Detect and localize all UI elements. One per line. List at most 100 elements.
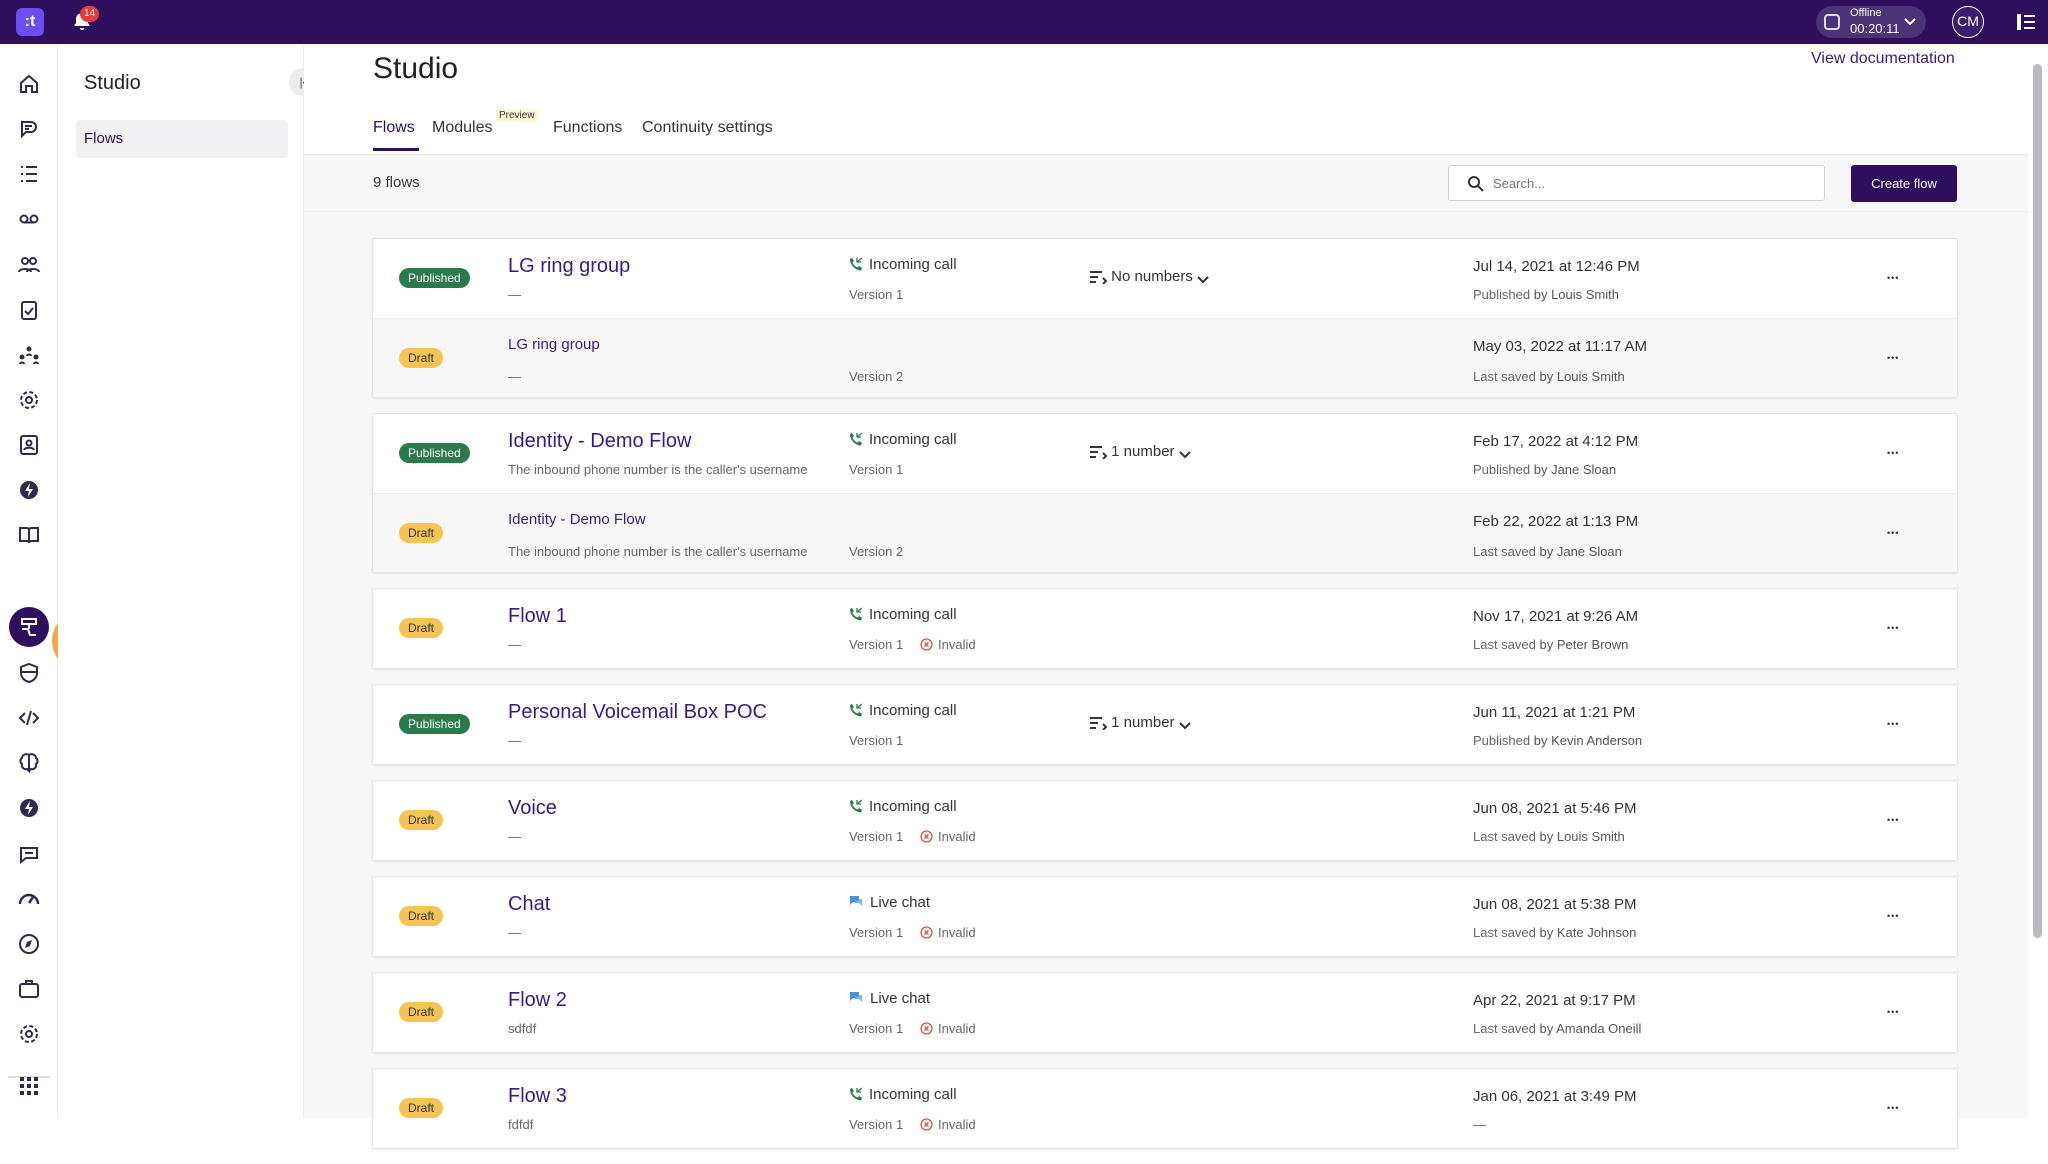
flow-version: Version 1 [849, 1021, 904, 1036]
status-square-icon [1824, 14, 1840, 30]
flow-row[interactable]: Draft Chat — Live chat Version 1 Invalid Jun 0… [373, 877, 1957, 956]
number-list-icon [1090, 717, 1108, 731]
search-input[interactable] [1493, 172, 1813, 194]
settings-icon[interactable] [17, 1022, 41, 1046]
more-options-icon[interactable]: ••• [1887, 528, 1900, 538]
more-options-icon[interactable]: ••• [1887, 719, 1900, 729]
more-options-icon[interactable]: ••• [1887, 623, 1900, 633]
more-options-icon[interactable]: ••• [1887, 1007, 1900, 1017]
icon-rail: 1 [0, 44, 112, 1118]
channel-type: Incoming call [849, 1086, 957, 1103]
side-panel-icon[interactable] [2016, 12, 2036, 32]
lightning-icon[interactable] [17, 796, 41, 820]
view-documentation-link[interactable]: View documentation [1811, 50, 1955, 67]
studio-flow-icon[interactable] [17, 615, 41, 639]
app-logo[interactable]: :t [16, 8, 44, 36]
more-options-icon[interactable]: ••• [1887, 353, 1900, 363]
flow-version: Version 2 [849, 544, 904, 559]
create-flow-button[interactable]: Create flow [1851, 165, 1957, 202]
chat-bubble-icon[interactable] [17, 842, 41, 866]
preview-badge: Preview [496, 109, 538, 122]
speech-icon[interactable] [17, 117, 41, 141]
more-options-icon[interactable]: ••• [1887, 448, 1900, 458]
home-icon[interactable] [17, 72, 41, 96]
tab-flows[interactable]: Flows [373, 119, 415, 136]
numbers-dropdown[interactable]: 1 number [1089, 714, 1191, 731]
status-badge: Draft [399, 523, 444, 543]
compass-icon[interactable] [17, 932, 41, 956]
chevron-down-icon [1904, 18, 1916, 26]
invalid-status: Invalid [920, 829, 976, 844]
contacts-icon[interactable] [17, 433, 41, 457]
people-network-icon[interactable] [17, 343, 41, 367]
more-options-icon[interactable]: ••• [1887, 911, 1900, 921]
apps-grid-icon[interactable] [17, 1074, 41, 1098]
flow-name-link[interactable]: Identity - Demo Flow [508, 511, 646, 528]
flow-description: — [508, 287, 521, 302]
flow-row[interactable]: Draft Flow 1 — Incoming call Version 1 Invali… [373, 589, 1957, 668]
more-options-icon[interactable]: ••• [1887, 1103, 1900, 1113]
list-icon[interactable] [17, 162, 41, 186]
flow-draft-row[interactable]: Draft LG ring group — Version 2 May 03, 2022… [373, 318, 1957, 397]
code-icon[interactable] [17, 706, 41, 730]
sidebar-title: Studio [84, 72, 141, 94]
team-icon[interactable] [17, 253, 41, 277]
flow-count: 9 flows [373, 174, 420, 191]
flow-name-link[interactable]: Flow 2 [508, 989, 567, 1011]
phone-incoming-icon [850, 432, 863, 446]
channel-type: Incoming call [849, 606, 957, 623]
flow-name-link[interactable]: Flow 1 [508, 605, 567, 627]
invalid-status: Invalid [920, 1021, 976, 1036]
flow-name-link[interactable]: LG ring group [508, 336, 600, 353]
lightning-icon[interactable] [17, 478, 41, 502]
clipboard-icon[interactable] [17, 298, 41, 322]
flow-row[interactable]: Draft Voice — Incoming call Version 1 Invalid… [373, 781, 1957, 860]
more-options-icon[interactable]: ••• [1887, 815, 1900, 825]
saved-by-name: by Kevin Anderson [1533, 733, 1643, 748]
gauge-icon[interactable] [17, 887, 41, 911]
flow-row[interactable]: Published Identity - Demo Flow The inbound… [373, 414, 1957, 493]
phone-incoming-icon [850, 257, 863, 271]
scrollbar-thumb[interactable] [2033, 64, 2042, 938]
flow-name-link[interactable]: Identity - Demo Flow [508, 430, 692, 452]
flow-draft-row[interactable]: Draft Identity - Demo Flow The inbound pho… [373, 493, 1957, 572]
flow-row[interactable]: Published LG ring group — Incoming call Vers… [373, 239, 1957, 318]
flow-name-link[interactable]: Flow 3 [508, 1085, 567, 1107]
flow-name-link[interactable]: Chat [508, 893, 551, 915]
notification-count-badge: 14 [80, 6, 99, 22]
user-avatar[interactable]: CM [1952, 6, 1984, 38]
flow-version: Version 1 [849, 637, 904, 652]
search-box[interactable] [1448, 165, 1825, 201]
live-chat-icon [850, 992, 862, 1002]
tab-functions[interactable]: Functions [553, 119, 623, 136]
numbers-dropdown[interactable]: 1 number [1089, 443, 1191, 460]
numbers-dropdown[interactable]: No numbers [1089, 268, 1209, 285]
channel-label: Incoming call [869, 256, 957, 273]
voicemail-icon[interactable] [17, 207, 41, 231]
flow-name-link[interactable]: Personal Voicemail Box POC [508, 701, 768, 723]
flow-description: The inbound phone number is the caller's… [508, 462, 808, 477]
tab-continuity-settings[interactable]: Continuity settings [642, 119, 773, 136]
flow-row[interactable]: Draft Flow 2 sdfdf Live chat Version 1 Invali… [373, 973, 1957, 1052]
top-bar: :t 14 Offline 00:20:11 CM [0, 0, 2048, 44]
briefcase-icon[interactable] [17, 977, 41, 1001]
brain-icon[interactable] [17, 751, 41, 775]
channel-label: Incoming call [869, 606, 957, 623]
agent-status-toggle[interactable]: Offline 00:20:11 [1816, 6, 1926, 38]
shield-icon[interactable] [17, 661, 41, 685]
flow-row[interactable]: Published Personal Voicemail Box POC — Inco… [373, 685, 1957, 764]
more-options-icon[interactable]: ••• [1887, 273, 1900, 283]
flow-version: Version 1 [849, 462, 904, 477]
flow-description: — [508, 369, 521, 384]
status-badge: Draft [399, 810, 444, 830]
flow-name-link[interactable]: Voice [508, 797, 557, 819]
flow-date: May 03, 2022 at 11:17 AM [1473, 338, 1648, 355]
book-icon[interactable] [17, 523, 41, 547]
flow-row[interactable]: Draft Flow 3 fdfdf Incoming call Version 1 In… [373, 1069, 1957, 1148]
channel-label: Live chat [870, 990, 931, 1007]
gear-icon[interactable] [17, 388, 41, 412]
sidebar-item-flows[interactable]: Flows [76, 120, 288, 158]
flow-name-link[interactable]: LG ring group [508, 255, 631, 277]
saved-by-prefix: Last saved [1473, 925, 1536, 940]
tab-modules[interactable]: Modules [432, 119, 493, 136]
